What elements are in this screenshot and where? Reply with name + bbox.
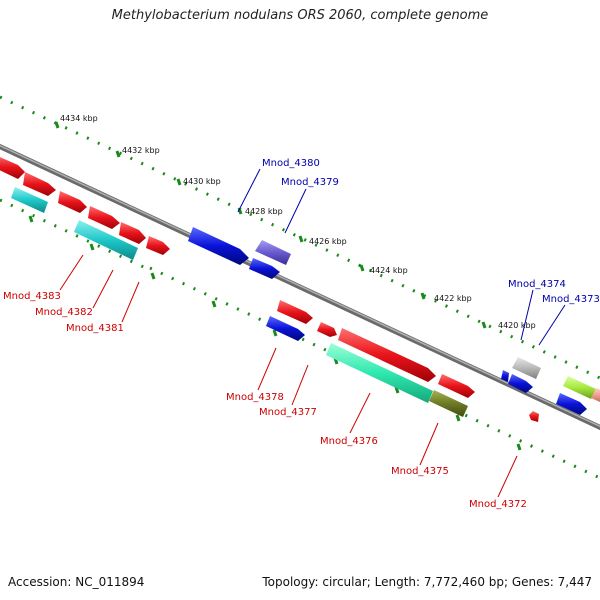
upper-scale-major-ticks bbox=[54, 121, 487, 329]
gene-arrow-red[interactable] bbox=[88, 206, 120, 229]
gene-arrow-grey[interactable] bbox=[512, 357, 541, 379]
scale-label-4422: 4422 kbp bbox=[434, 294, 472, 303]
genome-backbone bbox=[0, 143, 600, 431]
leader-lines-bottom bbox=[59, 254, 518, 498]
gene-arrow-purple[interactable] bbox=[255, 240, 291, 265]
gene-label-mnod-4377[interactable]: Mnod_4377 bbox=[259, 407, 317, 418]
gene-arrow-red[interactable] bbox=[23, 172, 56, 196]
genome-backbone-highlight bbox=[0, 144, 600, 428]
leader-lines-top bbox=[237, 168, 566, 346]
gene-arrow-blue[interactable] bbox=[188, 227, 249, 265]
accession-text: Accession: NC_011894 bbox=[8, 575, 145, 589]
gene-arrow-red[interactable] bbox=[0, 155, 25, 179]
scale-label-4426: 4426 kbp bbox=[309, 237, 347, 246]
gene-arrow-red[interactable] bbox=[529, 411, 539, 422]
gene-label-mnod-4383[interactable]: Mnod_4383 bbox=[3, 291, 61, 302]
scale-label-4420: 4420 kbp bbox=[498, 321, 536, 330]
gene-arrow-blue[interactable] bbox=[508, 374, 533, 393]
scale-label-4434: 4434 kbp bbox=[60, 114, 98, 123]
gene-arrow-blue[interactable] bbox=[266, 316, 305, 341]
scale-label-4428: 4428 kbp bbox=[245, 207, 283, 216]
scale-label-4424: 4424 kbp bbox=[370, 266, 408, 275]
gene-arrow-cyan[interactable] bbox=[11, 187, 48, 213]
gene-arrow-blue[interactable] bbox=[249, 258, 280, 279]
gene-arrow-red[interactable] bbox=[317, 322, 337, 337]
gene-arrow-red[interactable] bbox=[338, 328, 436, 382]
gene-arrow-red[interactable] bbox=[438, 374, 475, 398]
gene-arrow-blue[interactable] bbox=[556, 393, 587, 415]
scale-label-4430: 4430 kbp bbox=[183, 177, 221, 186]
gene-label-mnod-4379[interactable]: Mnod_4379 bbox=[281, 177, 339, 188]
gene-arrow-red[interactable] bbox=[146, 236, 170, 255]
gene-arrow-teal[interactable] bbox=[326, 343, 433, 403]
gene-label-mnod-4376[interactable]: Mnod_4376 bbox=[320, 436, 378, 447]
upper-scale-track bbox=[0, 95, 600, 380]
gene-arrow-olive[interactable] bbox=[429, 390, 468, 417]
gene-arrow-red[interactable] bbox=[119, 222, 146, 244]
gene-label-mnod-4380[interactable]: Mnod_4380 bbox=[262, 158, 320, 169]
gene-group-left-red bbox=[0, 155, 170, 255]
gene-arrow-blue[interactable] bbox=[501, 370, 509, 382]
gene-label-mnod-4381[interactable]: Mnod_4381 bbox=[66, 323, 124, 334]
gene-arrow-cyan[interactable] bbox=[74, 220, 138, 260]
gene-arrow-red[interactable] bbox=[277, 300, 313, 324]
gene-arrow-red[interactable] bbox=[58, 191, 87, 213]
gene-label-mnod-4374[interactable]: Mnod_4374 bbox=[508, 279, 566, 290]
topology-text: Topology: circular; Length: 7,772,460 bp… bbox=[262, 575, 592, 589]
gene-label-mnod-4378[interactable]: Mnod_4378 bbox=[226, 392, 284, 403]
gene-arrow-green[interactable] bbox=[563, 376, 596, 399]
genome-title: Methylobacterium nodulans ORS 2060, comp… bbox=[111, 8, 489, 23]
gene-label-mnod-4372[interactable]: Mnod_4372 bbox=[469, 499, 527, 510]
gene-label-mnod-4382[interactable]: Mnod_4382 bbox=[35, 307, 93, 318]
gene-label-mnod-4373[interactable]: Mnod_4373 bbox=[542, 294, 600, 305]
gene-arrow-pink[interactable] bbox=[591, 388, 600, 402]
gene-label-mnod-4375[interactable]: Mnod_4375 bbox=[391, 466, 449, 477]
scale-label-4432: 4432 kbp bbox=[122, 146, 160, 155]
